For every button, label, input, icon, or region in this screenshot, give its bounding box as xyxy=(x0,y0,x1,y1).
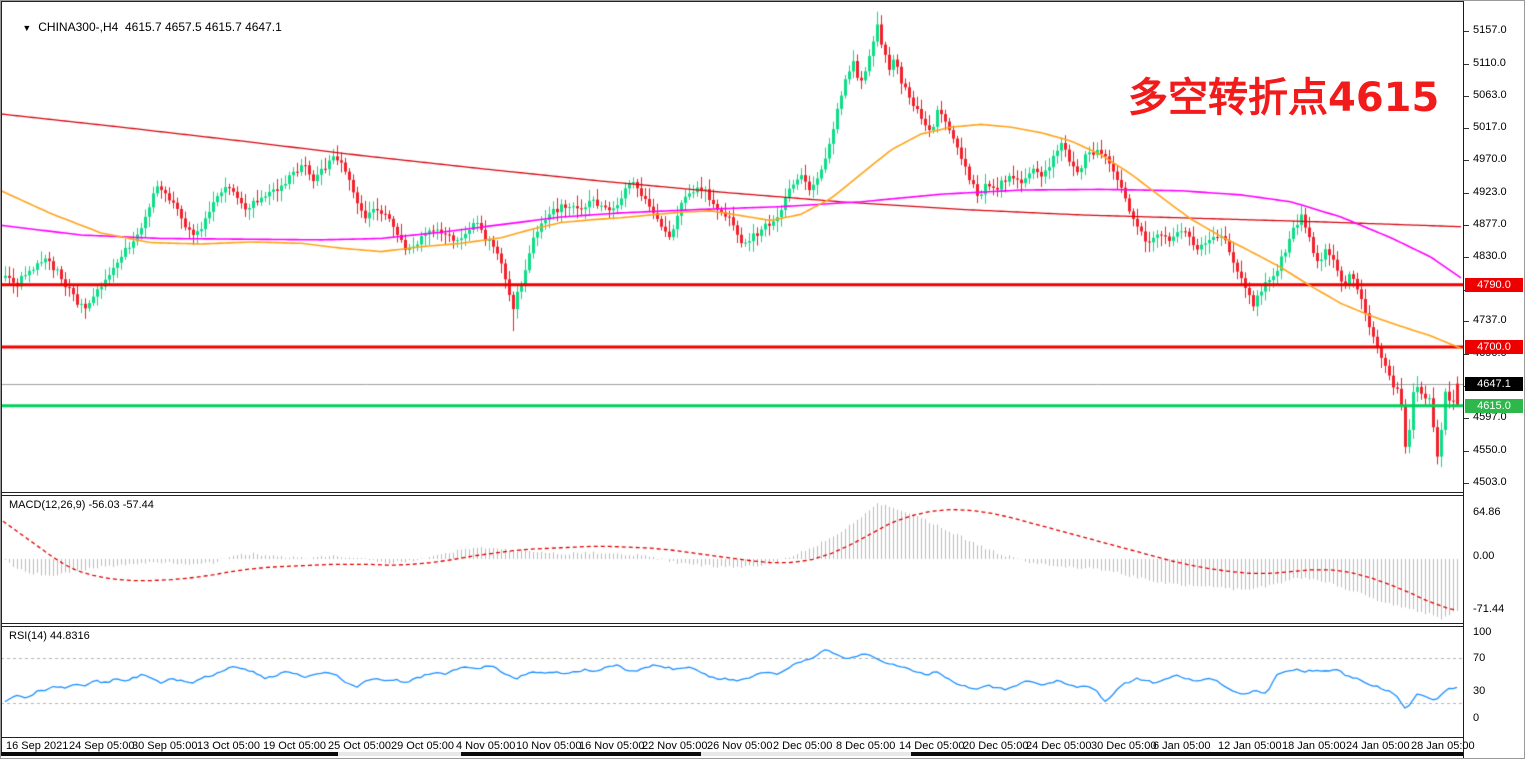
price-tick-mark xyxy=(1464,64,1469,65)
date-label: 24 Sep 05:00 xyxy=(69,740,135,752)
date-label: 24 Jan 05:00 xyxy=(1346,740,1410,752)
frame-line xyxy=(1,1,1463,2)
price-tick-mark xyxy=(1464,257,1469,258)
price-tag-4790-0: 4790.0 xyxy=(1465,278,1523,292)
price-tick-label: 4597.0 xyxy=(1473,411,1507,423)
macd-scale-label: -71.44 xyxy=(1473,603,1505,615)
price-tick-label: 5110.0 xyxy=(1473,57,1506,69)
date-label: 6 Jan 05:00 xyxy=(1153,740,1211,752)
date-label: 30 Sep 05:00 xyxy=(132,740,198,752)
frame-line xyxy=(1,626,1463,627)
date-label: 12 Jan 05:00 xyxy=(1218,740,1282,752)
date-label: 18 Jan 05:00 xyxy=(1282,740,1346,752)
rsi-chart-canvas[interactable] xyxy=(1,627,1463,737)
price-tick-label: 4877.0 xyxy=(1473,218,1507,230)
date-label: 19 Oct 05:00 xyxy=(263,740,326,752)
price-tick-mark xyxy=(1464,418,1469,419)
rsi-scale-label: 30 xyxy=(1473,685,1486,697)
frame-line xyxy=(1,623,1463,624)
price-tick-label: 5157.0 xyxy=(1473,24,1507,36)
annotation-text: 多空转折点4615 xyxy=(1128,75,1440,121)
price-tick-label: 4737.0 xyxy=(1473,314,1507,326)
rsi-scale-label: 100 xyxy=(1473,626,1492,638)
date-label: 8 Dec 05:00 xyxy=(836,740,896,752)
frame-line xyxy=(1,495,1463,496)
price-tick-mark xyxy=(1464,160,1469,161)
rsi-label: RSI(14) 44.8316 xyxy=(9,630,90,642)
price-tag-4615-0: 4615.0 xyxy=(1465,399,1523,413)
date-label: 4 Nov 05:00 xyxy=(456,740,516,752)
date-label: 2 Dec 05:00 xyxy=(773,740,833,752)
price-tick-mark xyxy=(1464,483,1469,484)
date-label: 14 Dec 05:00 xyxy=(899,740,965,752)
bottom-bar-gap xyxy=(701,752,911,756)
dropdown-triangle-icon[interactable]: ▼ xyxy=(22,23,32,33)
date-label: 22 Nov 05:00 xyxy=(642,740,708,752)
ohlc-values: 4615.7 4657.5 4615.7 4647.1 xyxy=(124,20,282,34)
rsi-scale-label: 0 xyxy=(1473,712,1480,724)
price-chart-canvas[interactable] xyxy=(1,1,1463,493)
symbol-title: CHINA300-,H4 xyxy=(38,20,119,34)
date-label: 26 Nov 05:00 xyxy=(707,740,773,752)
macd-scale-label: 0.00 xyxy=(1473,550,1495,562)
frame-line xyxy=(1,1,2,752)
price-tick-label: 5063.0 xyxy=(1473,89,1507,101)
date-label: 25 Oct 05:00 xyxy=(328,740,391,752)
bottom-bar-gap xyxy=(338,752,461,756)
frame-line xyxy=(1,737,1463,738)
date-label: 20 Dec 05:00 xyxy=(963,740,1029,752)
price-tick-mark xyxy=(1464,451,1469,452)
date-label: 16 Sep 2021 xyxy=(6,740,69,752)
price-tick-mark xyxy=(1464,321,1469,322)
macd-label: MACD(12,26,9) -56.03 -57.44 xyxy=(9,499,154,511)
price-tick-mark xyxy=(1464,31,1469,32)
date-label: 30 Dec 05:00 xyxy=(1091,740,1157,752)
price-tick-label: 4550.0 xyxy=(1473,444,1507,456)
price-tick-label: 4970.0 xyxy=(1473,153,1507,165)
price-tick-mark xyxy=(1464,128,1469,129)
price-tick-label: 5017.0 xyxy=(1473,121,1507,133)
macd-scale-label: 64.86 xyxy=(1473,506,1501,518)
chart-title: ▼ CHINA300-,H4 4615.7 4657.5 4615.7 4647.… xyxy=(9,6,282,48)
price-tick-mark xyxy=(1464,96,1469,97)
price-tick-mark xyxy=(1464,225,1469,226)
price-tick-mark xyxy=(1464,193,1469,194)
price-tick-label: 4923.0 xyxy=(1473,186,1507,198)
rsi-scale-label: 70 xyxy=(1473,652,1486,664)
price-tick-label: 4830.0 xyxy=(1473,250,1507,262)
date-label: 24 Dec 05:00 xyxy=(1026,740,1092,752)
frame-line xyxy=(1,492,1463,493)
price-tag-4700-0: 4700.0 xyxy=(1465,340,1523,354)
price-tag-4647-1: 4647.1 xyxy=(1465,377,1523,391)
date-label: 10 Nov 05:00 xyxy=(516,740,582,752)
date-label: 13 Oct 05:00 xyxy=(197,740,260,752)
price-axis: 5157.0 5110.0 5063.0 5017.0 4970.0 4923.0 4877… xyxy=(1463,1,1524,758)
date-label: 29 Oct 05:00 xyxy=(391,740,454,752)
price-tick-label: 4503.0 xyxy=(1473,476,1507,488)
price-tick-mark xyxy=(1464,354,1469,355)
macd-chart-canvas[interactable] xyxy=(1,496,1463,624)
date-label: 16 Nov 05:00 xyxy=(579,740,645,752)
date-label: 28 Jan 05:00 xyxy=(1411,740,1475,752)
